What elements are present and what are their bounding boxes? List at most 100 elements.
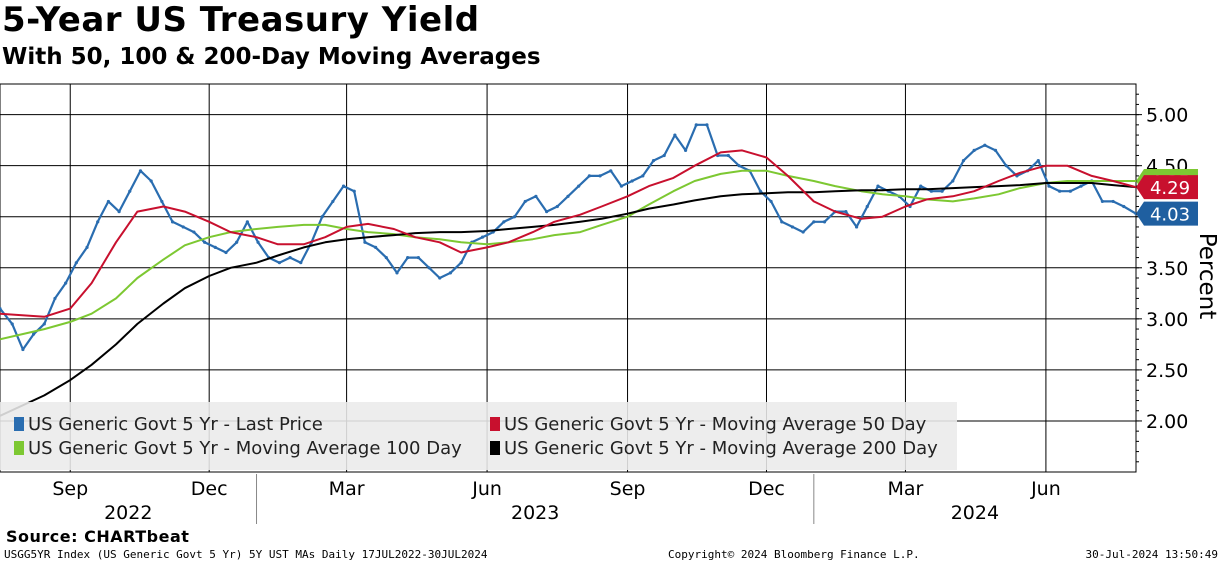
legend-swatch <box>490 417 500 431</box>
series-point <box>74 261 78 265</box>
series-point <box>149 179 153 183</box>
series-point <box>951 179 955 183</box>
series-point <box>737 164 741 168</box>
last-value-tag: 4.29 <box>1136 175 1198 200</box>
x-tick-label: Mar <box>888 478 924 500</box>
series-point <box>0 307 2 311</box>
legend-item-ma100: US Generic Govt 5 Yr - Moving Average 10… <box>14 438 462 459</box>
legend-swatch <box>14 441 24 455</box>
series-point <box>758 189 762 193</box>
series-point <box>406 255 410 260</box>
series-point <box>128 189 132 193</box>
series-point <box>512 215 517 219</box>
x-tick-label: Sep <box>52 478 88 500</box>
x-year-label: 2023 <box>511 502 559 524</box>
series-point <box>683 148 688 152</box>
series-point <box>480 235 485 239</box>
series-point <box>203 240 207 244</box>
series-point <box>245 220 249 224</box>
series-point <box>459 261 463 265</box>
series-point <box>448 271 453 275</box>
series-point <box>438 276 442 280</box>
y-tick-label: 3.50 <box>1146 258 1188 280</box>
series-point <box>85 245 89 249</box>
last-value-tag: 4.03 <box>1136 201 1198 226</box>
series-point <box>1079 184 1083 188</box>
series-point <box>705 123 709 127</box>
legend: US Generic Govt 5 Yr - Last Price US Gen… <box>0 402 957 470</box>
legend-swatch <box>490 441 500 455</box>
series-point <box>523 199 527 204</box>
source-label: Source: CHARTbeat <box>6 527 190 546</box>
series-point <box>416 255 420 260</box>
series-point <box>235 240 239 244</box>
series-point <box>224 250 228 255</box>
series-point <box>1122 204 1126 209</box>
series-line <box>0 182 1136 417</box>
series-point <box>919 184 923 188</box>
series-point <box>780 220 784 224</box>
legend-label: US Generic Govt 5 Yr - Moving Average 10… <box>28 438 462 459</box>
series-point <box>812 220 816 224</box>
series-point <box>31 332 36 336</box>
series-point <box>10 322 14 326</box>
series-point <box>961 158 966 163</box>
series-point <box>641 174 645 178</box>
series-point <box>619 184 624 188</box>
x-year-label: 2022 <box>104 502 152 524</box>
series-line <box>0 149 1136 318</box>
x-tick-label: Dec <box>748 478 785 500</box>
series-point <box>534 194 538 198</box>
series-point <box>1134 212 1136 216</box>
y-tick-label: 5.00 <box>1146 105 1188 127</box>
legend-label: US Generic Govt 5 Yr - Moving Average 50… <box>504 414 927 435</box>
series-point <box>64 281 68 285</box>
series-point <box>96 220 100 224</box>
series-point <box>1036 158 1040 163</box>
series-point <box>53 296 57 301</box>
y-axis-label: Percent <box>1194 233 1220 320</box>
last-value-tag-bg <box>1136 201 1198 226</box>
series-point <box>170 220 175 224</box>
series-point <box>929 189 933 193</box>
series-point <box>331 199 335 204</box>
series-point <box>694 123 698 127</box>
series-line <box>0 123 1136 351</box>
series-point <box>609 169 613 173</box>
series-point <box>299 261 303 265</box>
series-point <box>138 169 143 173</box>
y-tick-label: 2.00 <box>1146 411 1188 433</box>
series-point <box>769 199 773 204</box>
legend-swatch <box>14 417 24 431</box>
series-point <box>384 255 388 260</box>
series-point <box>213 245 217 249</box>
series-point <box>993 148 998 152</box>
series-point <box>673 133 677 137</box>
series-point <box>288 255 292 260</box>
legend-item-last-price: US Generic Govt 5 Yr - Last Price <box>14 414 323 435</box>
series-point <box>566 194 570 198</box>
series-point <box>726 153 730 158</box>
series-point <box>181 225 185 229</box>
copyright: Copyright© 2024 Bloomberg Finance L.P. <box>668 548 920 561</box>
series-point <box>374 245 378 249</box>
x-tick-label: Dec <box>191 478 228 500</box>
series-point <box>822 220 827 224</box>
series-point <box>651 158 656 163</box>
series-point <box>42 322 46 326</box>
timestamp: 30-Jul-2024 13:50:49 <box>1085 548 1218 561</box>
series-point <box>790 225 795 229</box>
series-point <box>363 240 367 244</box>
series-point <box>502 220 506 224</box>
series-point <box>555 204 559 209</box>
chart-area: 2.002.503.003.504.004.505.00SepDecMarJun… <box>0 83 1220 524</box>
series-point <box>587 174 591 178</box>
series-point <box>662 153 666 158</box>
series-point <box>577 184 581 188</box>
series-point <box>940 189 944 193</box>
series-point <box>1100 199 1105 204</box>
series-point <box>630 179 634 183</box>
y-tick-label: 2.50 <box>1146 360 1188 382</box>
chart-title: 5-Year US Treasury Yield <box>2 0 480 40</box>
series-point <box>1068 189 1072 193</box>
